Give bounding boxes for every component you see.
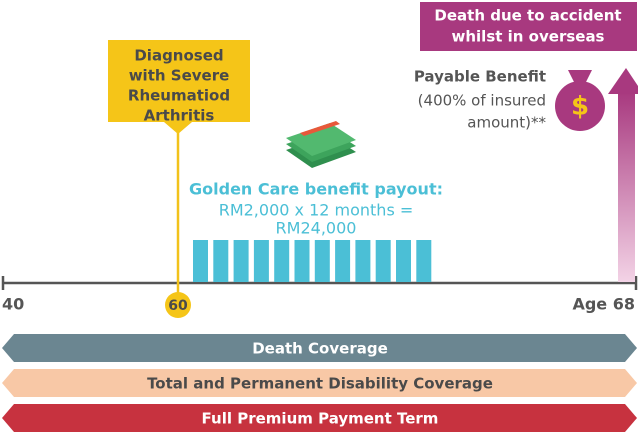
payout-bar	[295, 240, 310, 282]
coverage-label: Total and Permanent Disability Coverage	[147, 375, 493, 393]
callout-line: with Severe	[129, 67, 230, 85]
payout-bar	[376, 240, 391, 282]
svg-text:$: $	[571, 92, 589, 122]
timeline-start: 40	[2, 295, 24, 314]
accident-line: Death due to accident	[434, 7, 621, 25]
payout-bar	[274, 240, 289, 282]
payout-line: RM2,000 x 12 months =	[219, 201, 414, 220]
event-age: 60	[168, 298, 188, 314]
payout-bar	[416, 240, 431, 282]
coverage-label: Full Premium Payment Term	[202, 410, 439, 428]
payout-bar	[335, 240, 350, 282]
timeline-end: Age 68	[572, 295, 635, 314]
payout-bar	[193, 240, 208, 282]
payout-bar	[396, 240, 411, 282]
payout-bar	[213, 240, 228, 282]
benefit-arrowhead	[608, 68, 638, 94]
payout-line: RM24,000	[276, 219, 357, 238]
money-bag-icon: $	[555, 70, 605, 131]
callout-line: Rheumatiod	[128, 87, 230, 105]
payout-bar	[355, 240, 370, 282]
callout-line: Diagnosed	[134, 47, 223, 65]
accident-line: whilst in overseas	[452, 28, 605, 46]
callout-line: Arthritis	[144, 107, 215, 125]
payout-bar	[254, 240, 269, 282]
coverage-label: Death Coverage	[252, 340, 388, 358]
payout-title: Golden Care benefit payout:	[189, 180, 443, 199]
benefit-arrow	[618, 92, 635, 282]
benefit-title: Payable Benefit	[414, 68, 546, 86]
cash-icon	[286, 121, 356, 168]
payout-bar	[315, 240, 330, 282]
payout-bars	[193, 240, 431, 282]
infographic: 40 Age 68 Diagnosed with Severe Rheumati…	[0, 0, 639, 434]
benefit-line: (400% of insured	[418, 92, 546, 110]
benefit-line: amount)**	[467, 114, 546, 132]
payout-bar	[234, 240, 249, 282]
